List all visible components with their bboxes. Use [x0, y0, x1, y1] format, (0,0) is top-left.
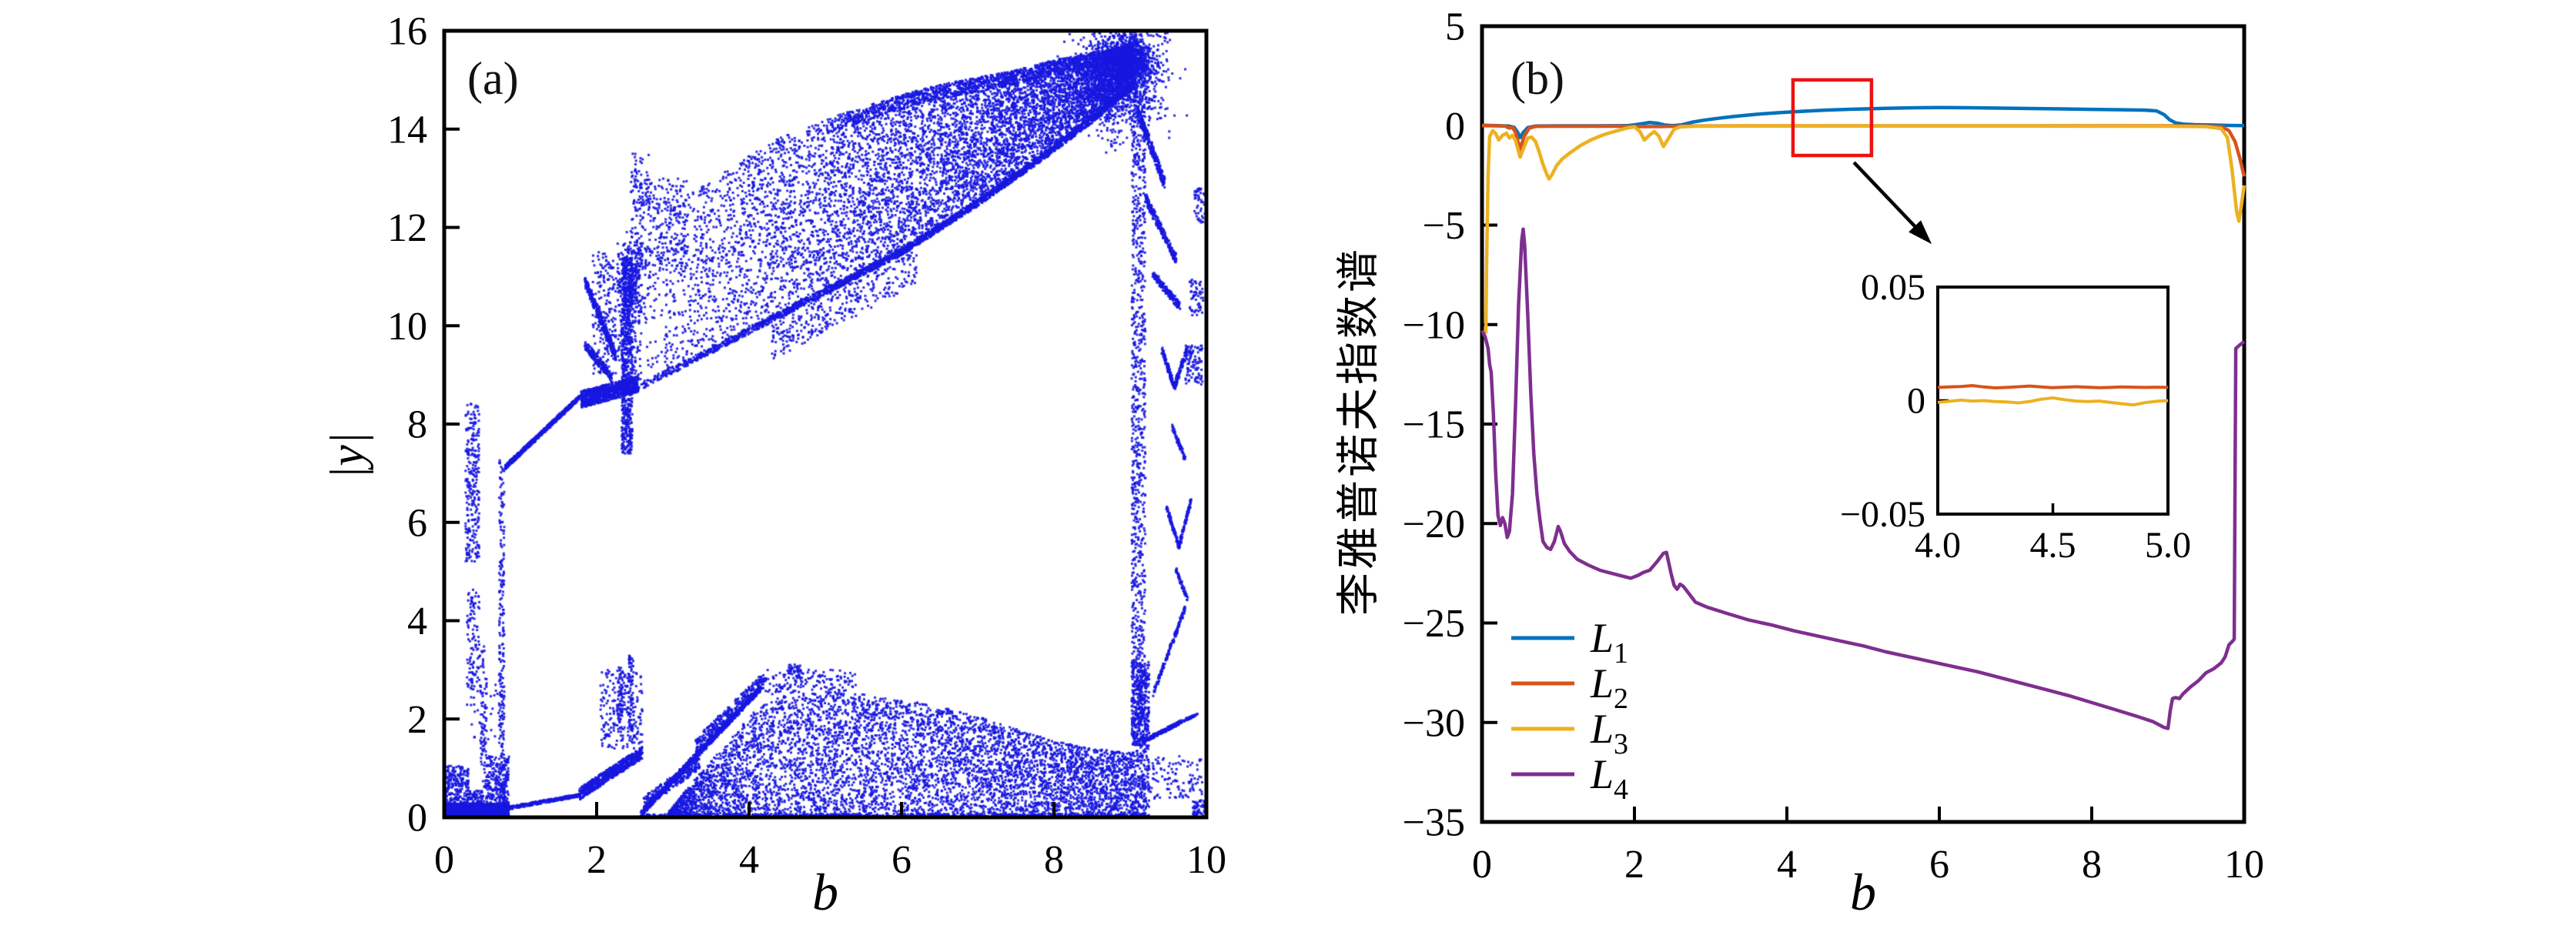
- y-tick-label: 16: [387, 10, 427, 54]
- series-L4: [1480, 227, 2246, 730]
- series-L2: [1481, 124, 2246, 177]
- y-tick-label: 2: [407, 698, 427, 742]
- inset-x-tick-label: 5.0: [2145, 525, 2191, 566]
- x-tick-label: 0: [434, 838, 454, 882]
- x-tick-label: 2: [587, 838, 607, 882]
- x-tick-label: 8: [1044, 838, 1064, 882]
- x-tick-label: 4: [739, 838, 759, 882]
- inset-y-tick-label: 0.05: [1861, 267, 1925, 308]
- inset-series-L2: [1937, 384, 2169, 389]
- series-L1: [1481, 105, 2245, 140]
- y-tick-label: −10: [1403, 303, 1465, 347]
- axes-box: [442, 28, 1209, 820]
- annotation-arrow-line: [1852, 161, 1919, 231]
- y-tick-label: 8: [407, 403, 427, 447]
- x-tick-label: 6: [892, 838, 912, 882]
- y-tick-label: 0: [407, 797, 427, 840]
- x-tick-label: 4: [1777, 843, 1797, 887]
- x-tick-label: 2: [1624, 843, 1644, 887]
- y-tick-label: −20: [1403, 503, 1465, 546]
- legend-label-L2: L2: [1590, 660, 1628, 715]
- panel-b-label: (b): [1510, 53, 1564, 104]
- inset-x-tick-label: 4.5: [2030, 525, 2076, 566]
- x-tick-label: 6: [1929, 843, 1949, 887]
- panel-a-ylabel: |y|: [321, 432, 374, 479]
- y-tick-label: 14: [387, 108, 427, 152]
- panel-b-xlabel: b: [1850, 863, 1876, 921]
- inset-series-L3: [1937, 396, 2169, 407]
- y-tick-label: 10: [387, 305, 427, 349]
- x-tick-label: 10: [1186, 838, 1226, 882]
- y-tick-label: 12: [387, 206, 427, 250]
- zoom-rect: [1791, 78, 1874, 158]
- panel-a-scatter-canvas: [444, 31, 1206, 817]
- annotation-arrow-head: [1909, 220, 1932, 245]
- panel-a-xlabel: b: [812, 863, 838, 921]
- y-tick-label: −30: [1403, 701, 1465, 745]
- y-tick-label: −15: [1403, 403, 1465, 447]
- panel-a-label: (a): [467, 53, 519, 104]
- y-tick-label: 0: [1445, 105, 1465, 149]
- y-tick-label: −5: [1423, 204, 1465, 248]
- panel-b-ylabel: 李雅普诺夫指数谱: [1335, 246, 1383, 616]
- x-tick-label: 8: [2082, 843, 2102, 887]
- legend-label-L1: L1: [1590, 615, 1628, 670]
- y-tick-label: −35: [1403, 801, 1465, 845]
- inset-y-tick-label: 0: [1907, 381, 1925, 422]
- y-tick-label: −25: [1403, 602, 1465, 646]
- inset-y-tick-label: −0.05: [1840, 494, 1925, 535]
- y-tick-label: 5: [1445, 5, 1465, 49]
- y-tick-label: 4: [407, 600, 427, 643]
- inset-x-tick-label: 4.0: [1915, 525, 1961, 566]
- legend-label-L3: L3: [1590, 706, 1628, 760]
- y-tick-label: 6: [407, 501, 427, 545]
- series-L3: [1484, 124, 2246, 334]
- x-tick-label: 0: [1472, 843, 1492, 887]
- legend-label-L4: L4: [1590, 751, 1628, 806]
- x-tick-label: 10: [2224, 843, 2264, 887]
